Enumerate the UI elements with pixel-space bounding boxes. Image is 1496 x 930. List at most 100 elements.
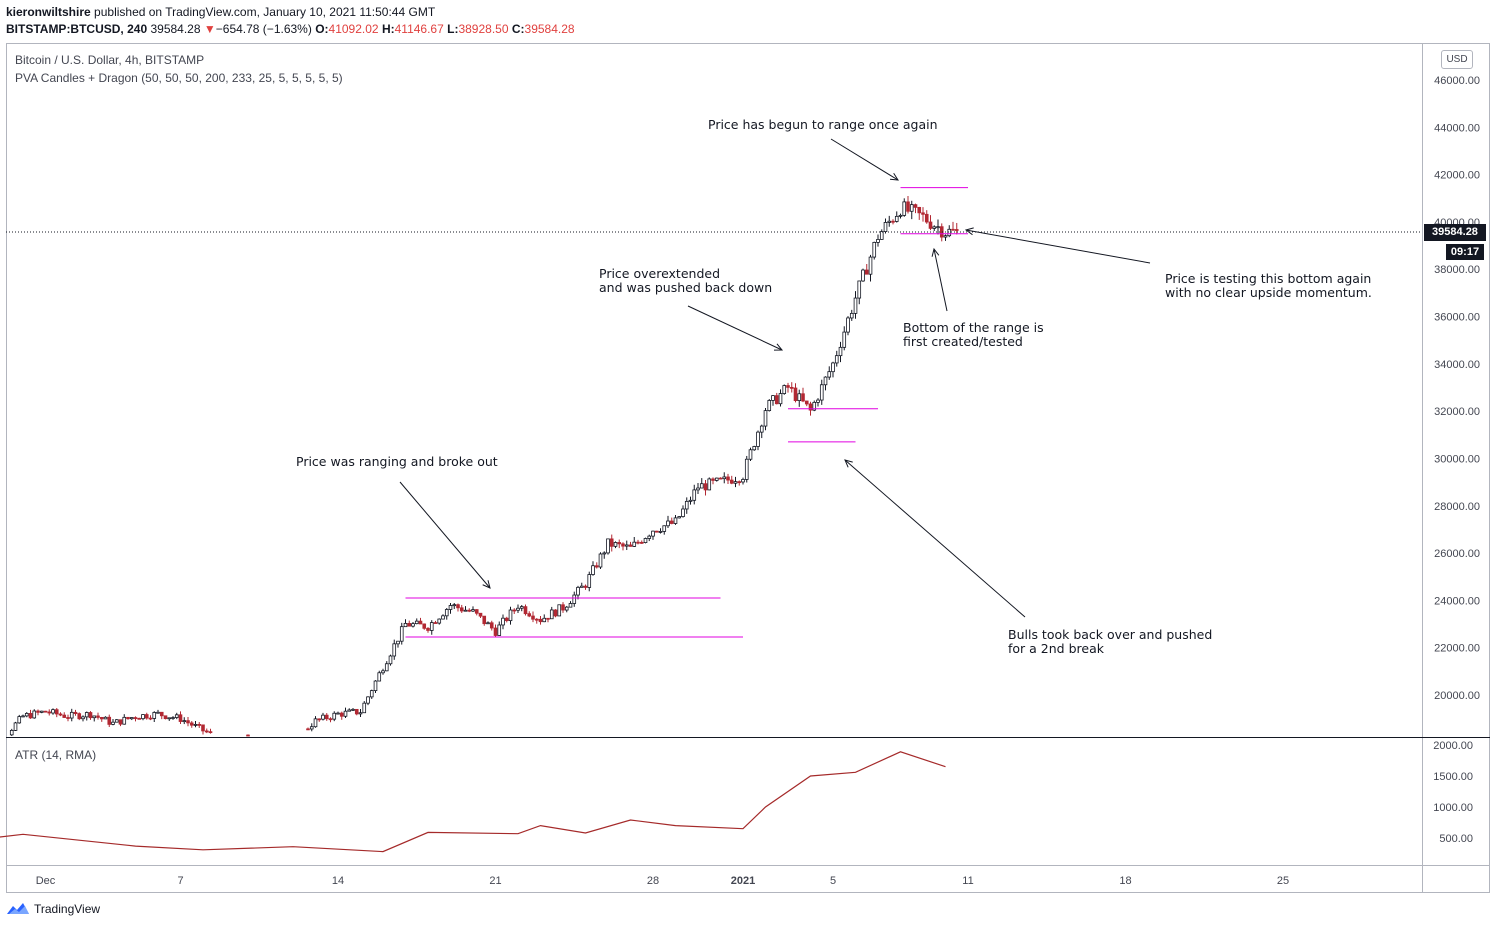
- candle-body: [32, 710, 37, 719]
- candle-body: [819, 384, 824, 401]
- annotation-text[interactable]: Price is testing this bottom again: [1165, 271, 1371, 286]
- candle-body: [602, 552, 607, 555]
- atr-tick-label: 1000.00: [1433, 802, 1473, 814]
- candle-body: [156, 711, 160, 714]
- candle-body: [478, 612, 483, 617]
- time-tick-label: Dec: [36, 875, 56, 887]
- candle-body: [827, 371, 832, 378]
- annotation-text[interactable]: Price has begun to range once again: [708, 117, 938, 132]
- candle-body: [579, 585, 584, 588]
- high-value: 41146.67: [394, 22, 444, 36]
- arrowhead-icon: [773, 343, 784, 351]
- candle-body: [861, 269, 865, 282]
- candle-body: [624, 544, 629, 547]
- annotation-arrow[interactable]: [830, 138, 899, 181]
- candle-body: [411, 623, 415, 627]
- candle-body: [609, 538, 614, 547]
- annotation-text[interactable]: Bulls took back over and pushed: [1008, 627, 1212, 642]
- candle-body: [628, 544, 633, 547]
- annotation-text[interactable]: and was pushed back down: [599, 280, 772, 295]
- candle-body: [632, 541, 637, 547]
- annotation-arrow[interactable]: [399, 481, 491, 589]
- currency-badge[interactable]: USD: [1441, 50, 1473, 69]
- atr-tick-label: 500.00: [1439, 833, 1473, 845]
- arrowhead-icon: [844, 459, 853, 468]
- candle-body: [932, 226, 937, 229]
- open-value: 41092.02: [328, 22, 379, 36]
- candle-body: [118, 719, 123, 725]
- candles-layer: [9, 196, 959, 737]
- price-tick-label: 38000.00: [1434, 264, 1480, 276]
- candle-body: [354, 708, 359, 715]
- tradingview-logo[interactable]: TradingView: [6, 902, 100, 916]
- annotation-arrow[interactable]: [844, 459, 1026, 618]
- candle-body: [527, 613, 532, 617]
- candle-body: [347, 709, 352, 712]
- candle-body: [92, 715, 97, 719]
- candle-body: [793, 387, 798, 402]
- candle-body: [887, 220, 892, 223]
- candle-body: [909, 204, 914, 212]
- candle-body: [471, 609, 475, 612]
- candle-body: [201, 724, 205, 732]
- price-tick-label: 20000.00: [1434, 690, 1480, 702]
- time-axis[interactable]: Dec 7 14 21 28 2021 5 11 18 25: [36, 875, 1289, 887]
- close-label: C:: [511, 22, 525, 36]
- candle-body: [572, 594, 577, 604]
- candle-body: [823, 376, 828, 386]
- candle-body: [534, 618, 539, 621]
- candle-body: [557, 604, 562, 617]
- candle-body: [407, 622, 412, 627]
- bar-countdown-tag: 09:17: [1446, 244, 1484, 260]
- candle-body: [403, 622, 408, 628]
- candle-body: [452, 604, 457, 607]
- candle-body: [336, 712, 340, 715]
- annotation-arrow[interactable]: [687, 305, 783, 351]
- candle-body: [699, 483, 704, 489]
- candle-body: [924, 213, 929, 223]
- price-axis[interactable]: 20000.00 22000.00 24000.00 26000.00 28000.00…: [1434, 75, 1480, 702]
- candle-body: [17, 716, 22, 724]
- candle-body: [129, 717, 134, 720]
- annotation-text[interactable]: Bottom of the range is: [903, 320, 1044, 335]
- candle-body: [838, 346, 843, 357]
- candle-body: [47, 711, 52, 714]
- price-tick-label: 36000.00: [1434, 312, 1480, 324]
- arrowhead-icon: [931, 247, 940, 257]
- candle-body: [639, 541, 644, 544]
- symbol-label: BITSTAMP:BTCUSD, 240: [6, 22, 148, 36]
- annotation-text[interactable]: Price overextended: [599, 266, 720, 281]
- author-name[interactable]: kieronwiltshire: [6, 5, 91, 19]
- candle-body: [43, 710, 48, 713]
- candle-body: [729, 479, 734, 484]
- price-tick-label: 22000.00: [1434, 643, 1480, 655]
- candle-body: [752, 446, 757, 451]
- candle-body: [917, 206, 922, 214]
- candle-body: [13, 722, 18, 731]
- annotation-text[interactable]: first created/tested: [903, 334, 1023, 349]
- candle-body: [587, 574, 592, 588]
- annotation-text[interactable]: Price was ranging and broke out: [296, 454, 498, 469]
- candle-body: [377, 672, 382, 682]
- candle-body: [339, 712, 344, 717]
- annotation-text[interactable]: for a 2nd break: [1008, 641, 1105, 656]
- annotation-arrow[interactable]: [965, 229, 1151, 264]
- candle-body: [58, 713, 63, 716]
- candle-body: [69, 711, 74, 719]
- annotation-arrow[interactable]: [933, 248, 948, 312]
- time-tick-label: 7: [177, 875, 183, 887]
- candle-body: [369, 690, 374, 698]
- candle-body: [66, 717, 70, 719]
- candle-body: [583, 585, 588, 588]
- candle-body: [137, 717, 142, 720]
- candle-body: [864, 269, 869, 275]
- candle-body: [598, 553, 603, 568]
- candle-body: [726, 476, 730, 481]
- candle-body: [246, 734, 250, 737]
- candle-body: [846, 317, 850, 333]
- annotation-text[interactable]: with no clear upside momentum.: [1165, 285, 1372, 300]
- candle-body: [96, 715, 100, 718]
- atr-axis[interactable]: 500.00 1000.00 1500.00 2000.00: [1433, 740, 1473, 845]
- candle-body: [928, 221, 933, 229]
